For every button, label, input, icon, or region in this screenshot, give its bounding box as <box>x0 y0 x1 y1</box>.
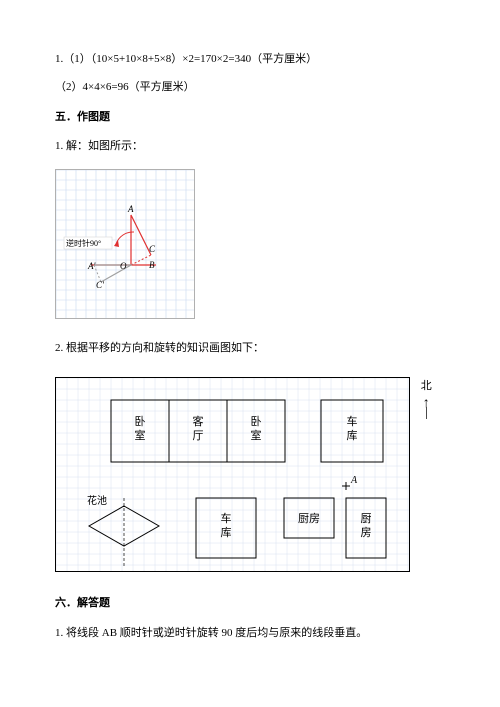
q1-part1: 1.（1）（10×5+10×8+5×8）×2=170×2=340（平方厘米） <box>55 50 445 70</box>
svg-text:室: 室 <box>135 428 146 442</box>
section5-title: 五．作图题 <box>55 108 445 128</box>
section5-q2: 2. 根据平移的方向和旋转的知识画图如下： <box>55 339 445 359</box>
section6-q1: 1. 将线段 AB 顺时针或逆时针旋转 90 度后均与原来的线段垂直。 <box>55 624 445 644</box>
svg-text:室: 室 <box>251 428 262 442</box>
compass-north: 北 ↑ │ <box>421 377 432 417</box>
section5-q1: 1. 解：如图所示： <box>55 137 445 157</box>
svg-text:车: 车 <box>347 414 358 428</box>
svg-text:厨: 厨 <box>361 512 372 525</box>
svg-text:卧: 卧 <box>251 415 262 428</box>
svg-text:车: 车 <box>221 511 232 525</box>
svg-text:A: A <box>350 475 358 486</box>
svg-text:厨房: 厨房 <box>298 512 320 525</box>
figure-rotation-grid: 逆时针90° A O BC A'C' <box>55 169 195 319</box>
svg-text:C: C <box>149 244 156 254</box>
svg-text:C': C' <box>96 280 105 290</box>
svg-text:花池: 花池 <box>87 494 107 507</box>
svg-text:客: 客 <box>193 414 204 428</box>
q1-part2: （2）4×4×6=96（平方厘米） <box>55 78 445 98</box>
rotation-diagram-svg: 逆时针90° A O BC A'C' <box>56 170 194 318</box>
svg-text:B: B <box>149 260 155 270</box>
svg-text:A: A <box>127 204 134 214</box>
svg-text:卧: 卧 <box>135 415 146 428</box>
svg-text:房: 房 <box>361 526 372 539</box>
svg-text:逆时针90°: 逆时针90° <box>66 238 101 248</box>
svg-text:厅: 厅 <box>193 430 204 442</box>
compass-label: 北 <box>421 377 432 397</box>
floorplan-container: 卧室客厅卧室车库车库厨房厨房花池A 北 ↑ │ <box>55 367 445 572</box>
compass-arrow-stem: │ <box>421 411 432 417</box>
svg-text:库: 库 <box>221 526 232 539</box>
svg-text:A': A' <box>87 261 96 271</box>
section6-title: 六．解答题 <box>55 594 445 614</box>
floorplan-svg: 卧室客厅卧室车库车库厨房厨房花池A <box>56 378 409 571</box>
svg-text:O: O <box>120 261 127 271</box>
svg-text:库: 库 <box>347 429 358 442</box>
floorplan-figure: 卧室客厅卧室车库车库厨房厨房花池A <box>55 377 410 572</box>
